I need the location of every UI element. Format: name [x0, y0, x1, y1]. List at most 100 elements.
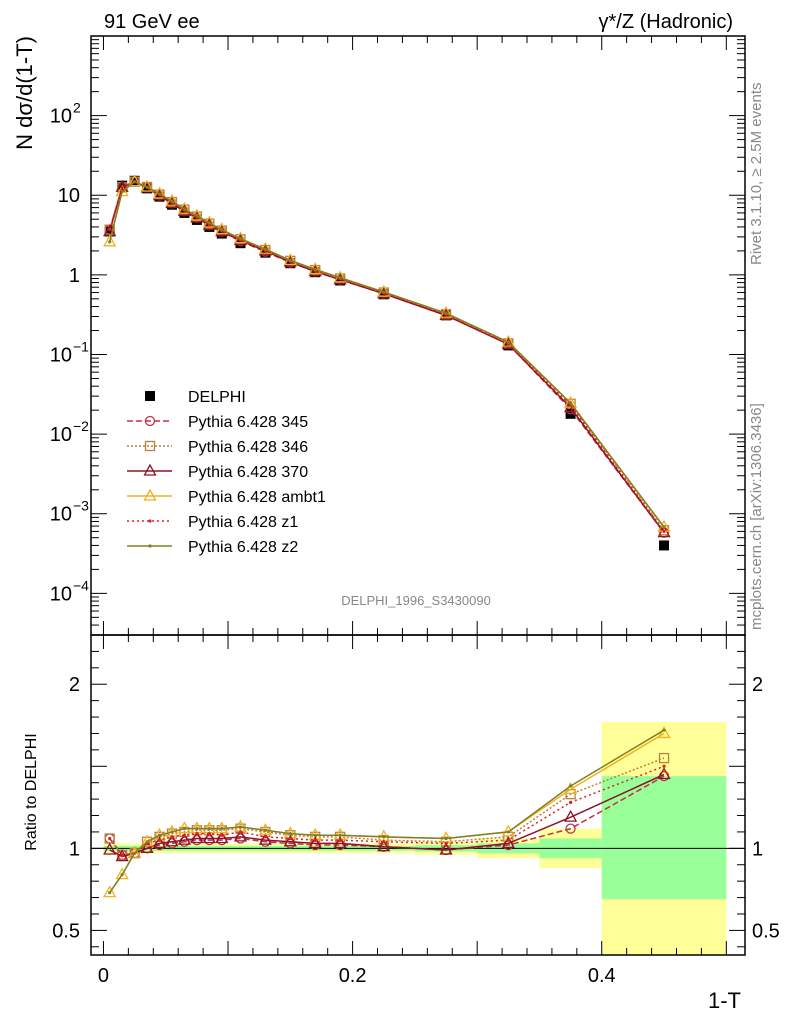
legend-label-1: Pythia 6.428 345: [188, 414, 308, 431]
ratio-series-4-point-11: [263, 835, 267, 839]
ratio-series-5-point-8: [207, 827, 211, 831]
ratio-series-4-point-19: [662, 764, 666, 768]
delphi-point-19: [659, 540, 670, 551]
main-series-5-point-2: [133, 180, 137, 184]
main-series-5-point-17: [506, 340, 510, 344]
main-series-2-point-4: [152, 188, 167, 201]
side-label-rivet: Rivet 3.1.10, ≥ 2.5M events: [748, 83, 765, 266]
ratio-series-5-point-11: [263, 828, 267, 832]
main-series-3-point-2: [128, 174, 142, 187]
ratio-series-4-point-18: [569, 800, 573, 804]
main-series-4-point-19: [662, 529, 666, 534]
ratio-series-5-point-0: [108, 891, 112, 895]
legend-marker-1: [144, 415, 156, 427]
ratio-series-4-point-9: [220, 833, 224, 837]
ratio-y-tick-label: 1: [69, 838, 80, 860]
main-series-5-point-15: [382, 290, 386, 294]
legend-marker-2: [144, 440, 156, 452]
ratio-series-5-point-17: [506, 830, 510, 834]
y-tick-label: 1: [69, 265, 80, 287]
ratio-series-3-point-17: [501, 824, 515, 837]
y-tick-label: 10: [50, 504, 72, 526]
main-series-5-point-19: [662, 525, 666, 529]
legend: DELPHI Pythia 6.428 345 Pythia 6.428 346 Py…: [127, 389, 326, 556]
ratio-series-3-point-9: [215, 821, 229, 834]
main-series-3-point-18: [564, 395, 578, 408]
x-tick-label: 0.2: [339, 965, 367, 987]
main-series-5-point-12: [288, 258, 292, 262]
legend-label-4: Pythia 6.428 ambt1: [188, 489, 326, 506]
ratio-series-2-point-1: [115, 849, 129, 862]
ratio-series-2-point-12: [283, 834, 297, 847]
ratio-series-5-point-19: [662, 728, 666, 732]
ratio-series-5-point-7: [195, 827, 199, 831]
legend-label-5: Pythia 6.428 z1: [188, 514, 298, 531]
band-inner-4: [601, 776, 727, 900]
legend-label-0: DELPHI: [188, 389, 246, 406]
ratio-frame: [90, 634, 746, 956]
ratio-series-2-point-0: [103, 842, 117, 855]
legend-label-6: Pythia 6.428 z2: [188, 539, 298, 556]
legend-marker-6: [148, 544, 152, 548]
ratio-y-tick-label-right: 1: [752, 838, 763, 860]
header-left-title: 91 GeV ee: [104, 11, 200, 33]
ratio-series-4-point-7: [195, 831, 199, 836]
ratio-panel: 0 0.2 0.4 0.5 0.5 1 1 2 2: [52, 634, 780, 987]
side-label-mcplots: mcplots.cern.ch [arXiv:1306.3436]: [748, 403, 765, 630]
ratio-series-1-point-19: [658, 752, 670, 764]
ratio-series-5-point-13: [313, 833, 317, 837]
ratio-series-2-point-19: [657, 767, 671, 780]
main-series-5-point-8: [207, 221, 211, 225]
ratio-series-4-point-0: [108, 836, 112, 841]
y-tick-label-exponent: 2: [73, 100, 81, 116]
main-series-4-point-0: [108, 228, 112, 232]
ratio-series-5-point-2: [133, 851, 137, 855]
main-series-5-point-18: [569, 401, 573, 405]
main-series-5-point-3: [145, 185, 149, 189]
ratio-series-5-point-4: [157, 833, 162, 837]
ratio-series-2-point-9: [215, 831, 229, 844]
main-series-5-point-10: [238, 237, 243, 241]
ratio-series-line-2: [109, 773, 665, 858]
main-series-5-point-14: [338, 276, 342, 280]
main-series-5-point-13: [313, 267, 317, 272]
ratio-series-2-point-17: [501, 836, 515, 849]
main-series-line-2: [108, 180, 665, 534]
header-right-title: γ*/Z (Hadronic): [599, 11, 733, 33]
legend-marker-4: [143, 488, 157, 501]
ratio-y-axis-label: Ratio to DELPHI: [23, 733, 40, 850]
ratio-series-4-point-5: [170, 835, 174, 839]
ratio-series-5-point-12: [288, 831, 292, 836]
ratio-series-3-point-6: [177, 821, 192, 834]
legend-marker-0: [145, 391, 155, 401]
main-series-2-point-17: [501, 337, 515, 350]
delphi-point-4: [154, 191, 165, 202]
legend-marker-5: [148, 519, 152, 523]
ratio-series-5-point-1: [120, 872, 124, 877]
main-series-3-point-1: [115, 184, 129, 197]
ratio-series-4-point-17: [506, 838, 510, 842]
ratio-series-4-point-15: [382, 840, 386, 844]
y-tick-label-exponent: −1: [73, 338, 89, 354]
ratio-series-3-point-1: [115, 867, 129, 880]
ratio-series-2-point-15: [377, 839, 391, 852]
ratio-series-2-point-7: [190, 831, 204, 844]
ratio-series-5-point-3: [145, 840, 149, 844]
ratio-series-3-point-2: [128, 845, 142, 858]
ratio-series-2-point-6: [177, 832, 192, 845]
y-tick-label: 10: [50, 344, 72, 366]
ratio-series-5-point-6: [182, 827, 187, 831]
ratio-series-4-point-13: [313, 838, 317, 842]
ratio-series-5-point-16: [444, 836, 448, 841]
x-axis-label: 1-T: [708, 988, 741, 1013]
main-series-line-4: [108, 180, 665, 532]
ratio-series-2-point-3: [140, 840, 154, 853]
ratio-y-tick-label: 2: [69, 674, 80, 696]
ratio-series-4-point-1: [120, 853, 124, 857]
main-y-axis-label: N dσ/d(1-T): [12, 36, 37, 150]
ratio-series-4-point-10: [238, 830, 243, 834]
ratio-series-2-point-11: [258, 832, 272, 845]
y-tick-label-exponent: −3: [73, 498, 89, 514]
ratio-series-5-point-14: [338, 833, 342, 837]
